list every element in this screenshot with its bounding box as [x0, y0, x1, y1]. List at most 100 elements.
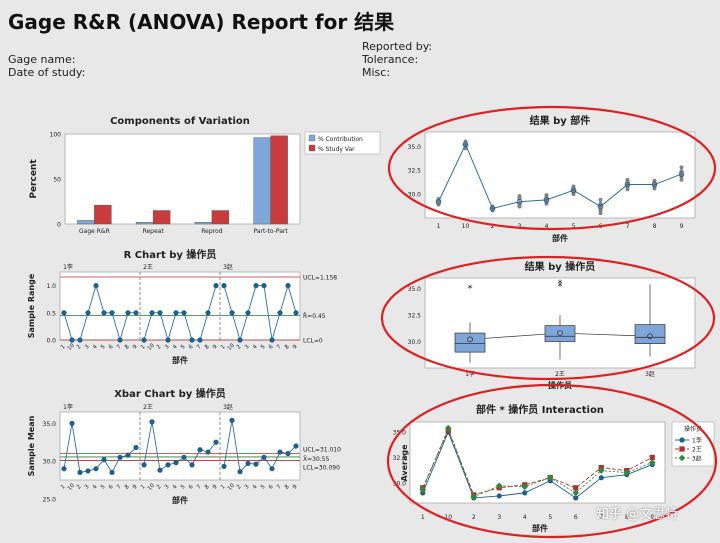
- reported-by-label: Reported by:: [362, 40, 433, 53]
- components-category-label: Part-to-Part: [254, 228, 289, 235]
- misc-label: Misc:: [362, 66, 391, 79]
- xbar-point: [285, 450, 291, 457]
- xbar-point: [149, 419, 155, 425]
- interaction-y-tick-label: 32.5: [393, 455, 407, 462]
- xbar-y-tick-label: 30.0: [43, 459, 57, 466]
- rchart-xtick-label: 7: [196, 344, 203, 351]
- rchart-ylabel: Sample Range: [27, 273, 36, 338]
- rchart-point: [77, 337, 83, 343]
- xbar-xtick-label: 2: [76, 484, 83, 491]
- interaction-title: 部件 * 操作员 Interaction: [476, 403, 604, 416]
- by-operator-box: [454, 332, 486, 353]
- interaction-xtick-label: 5: [548, 514, 552, 521]
- rchart-point: [69, 337, 75, 343]
- xbar-xtick-label: 1: [60, 484, 67, 491]
- by-part-xtick-label: 3: [518, 223, 522, 230]
- xbar-title: Xbar Chart by 操作员: [114, 387, 226, 400]
- xbar-point: [85, 468, 91, 474]
- interaction-legend-marker: [679, 437, 685, 443]
- xbar-xtick-label: 3: [244, 484, 251, 491]
- interaction-point: [598, 475, 604, 481]
- interaction-legend: [671, 421, 715, 467]
- xbar-point: [197, 447, 203, 453]
- rchart-y-tick-label: 1.0: [46, 283, 56, 290]
- rchart-xtick-label: 10: [147, 342, 157, 352]
- interaction-legend-label: 1李: [692, 437, 702, 445]
- xbar-point: [157, 467, 163, 473]
- interaction-series-line: [422, 430, 653, 499]
- rchart-xtick-label: 3: [244, 344, 251, 351]
- components-title: Components of Variation: [110, 116, 250, 127]
- xbar-xtick-label: 4: [252, 484, 259, 491]
- xbar-point: [101, 457, 107, 463]
- rchart-xtick-label: 9: [292, 344, 299, 351]
- interaction-point: [623, 469, 631, 476]
- rchart-point: [205, 310, 211, 316]
- rchart-point: [293, 310, 299, 316]
- rchart-xtick-label: 1: [60, 344, 67, 351]
- by-part-xtick-label: 9: [680, 223, 684, 230]
- interaction-legend-marker: [678, 454, 686, 462]
- xbar-point: [229, 417, 235, 423]
- interaction-point: [419, 486, 427, 494]
- rchart-xtick-label: 3: [164, 344, 171, 351]
- by-part-xtick-label: 4: [545, 223, 549, 230]
- by-operator-title: 结果 by 操作员: [525, 260, 596, 273]
- rchart-group-label: 2王: [143, 264, 153, 271]
- rchart-xtick-label: 6: [108, 344, 115, 351]
- components-ytick-label: 50: [53, 177, 61, 184]
- by-part-point: [598, 197, 603, 202]
- rchart-point: [277, 310, 283, 316]
- by-operator-y-tick-label: 35.0: [408, 286, 422, 293]
- components-bar: [253, 137, 271, 225]
- xbar-xtick-label: 7: [276, 484, 283, 491]
- xbar-xtick-label: 9: [292, 484, 299, 491]
- interaction-y-tick-label: 30.0: [393, 480, 407, 487]
- xbar-xlabel: 部件: [172, 495, 188, 505]
- interaction-point: [521, 483, 529, 491]
- components-ylabel: Percent: [29, 159, 39, 199]
- rchart-xtick-label: 8: [124, 344, 131, 351]
- rchart-point: [173, 310, 179, 316]
- xbar-xtick-label: 6: [108, 484, 115, 491]
- xbar-point: [237, 469, 243, 475]
- rchart-xtick-label: 4: [172, 344, 179, 351]
- interaction-xtick-label: 2: [472, 514, 476, 521]
- xbar-xtick-label: 5: [100, 484, 107, 491]
- components-bar: [152, 210, 171, 225]
- interaction-legend-marker: [679, 446, 685, 452]
- components-category-label: Reprod: [201, 228, 222, 235]
- rchart-xtick-label: 3: [84, 344, 91, 351]
- interaction-point: [573, 495, 579, 501]
- rchart-xtick-label: 7: [276, 344, 283, 351]
- xbar-xtick-label: 9: [132, 484, 139, 491]
- rchart-xtick-label: 5: [180, 344, 187, 351]
- rchart-point: [85, 310, 91, 316]
- by-part-xtick-label: 8: [653, 223, 657, 230]
- by-operator-outlier: *: [558, 281, 563, 292]
- rchart-y-tick-label: 0.5: [46, 310, 56, 317]
- rchart-point: [237, 337, 243, 343]
- rchart-point: [181, 310, 187, 316]
- xbar-xtick-label: 6: [268, 484, 275, 491]
- by-operator-xtick-label: 1李: [465, 370, 475, 378]
- xbar-xtick-label: 1: [140, 484, 147, 491]
- xbar-xtick-label: 4: [172, 484, 179, 491]
- rchart-point: [229, 310, 235, 316]
- xbar-xtick-label: 8: [124, 484, 131, 491]
- xbar-xtick-label: 5: [260, 484, 267, 491]
- interaction-xlabel: 部件: [532, 523, 548, 533]
- xbar-xtick-label: 8: [284, 484, 291, 491]
- rchart-xtick-label: 10: [67, 342, 77, 352]
- by-operator-mean-marker: [647, 333, 653, 340]
- components-legend-swatch: [308, 134, 316, 142]
- xbar-point: [125, 452, 131, 458]
- rchart-xtick-label: 5: [100, 344, 107, 351]
- by-operator-box: [634, 324, 666, 344]
- xbar-limit-label: LCL=30.090: [303, 464, 340, 471]
- rchart-point: [253, 283, 259, 289]
- xbar-y-tick-label: 35.0: [43, 421, 57, 428]
- by-operator-y-tick-label: 30.0: [408, 339, 422, 346]
- interaction-point: [649, 454, 655, 461]
